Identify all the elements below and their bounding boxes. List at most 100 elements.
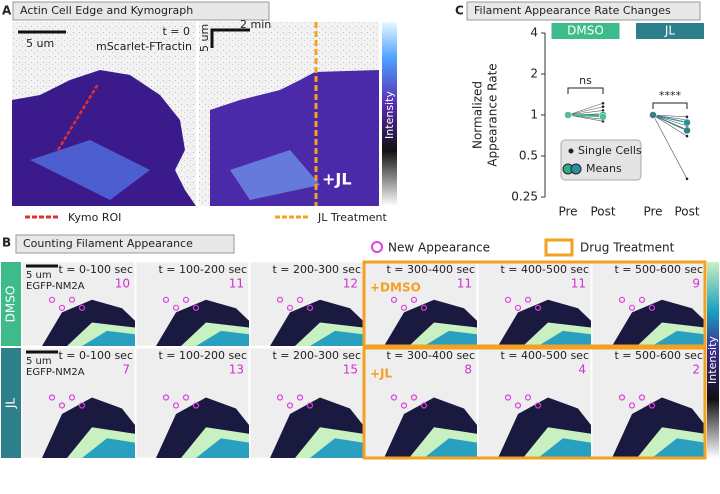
mean-line bbox=[652, 114, 688, 124]
cell-dot bbox=[601, 105, 605, 109]
group-label: DMSO bbox=[567, 24, 604, 38]
appearance-marker bbox=[524, 394, 532, 401]
cell-line bbox=[652, 114, 688, 179]
appearance-marker bbox=[78, 304, 86, 311]
appearance-marker bbox=[504, 296, 512, 303]
appearance-marker bbox=[162, 296, 170, 303]
scale-label: 5 um bbox=[26, 37, 54, 50]
cell-interior bbox=[82, 438, 135, 458]
cell-interior bbox=[424, 438, 477, 458]
cell-dot bbox=[685, 177, 689, 181]
cell-interior bbox=[310, 330, 363, 346]
appearance-marker bbox=[410, 296, 418, 303]
cell-line bbox=[567, 114, 604, 122]
appearance-marker bbox=[306, 304, 314, 311]
scale-label: 5 um bbox=[26, 270, 52, 281]
cell-interior bbox=[82, 330, 135, 346]
appearance-marker bbox=[276, 296, 284, 303]
x-tick-label: Pre bbox=[558, 205, 577, 219]
group-label: JL bbox=[664, 24, 676, 38]
cell-interior bbox=[538, 438, 591, 458]
tile-count: 10 bbox=[115, 277, 130, 291]
kymo-detail bbox=[230, 150, 320, 200]
title-box bbox=[15, 234, 235, 254]
appearance-marker bbox=[172, 402, 180, 409]
chart: C Filament Appearance Rate Changes 0.25 0… bbox=[455, 1, 704, 219]
colorbar-label: Intensity bbox=[706, 336, 719, 384]
appearance-marker bbox=[48, 394, 56, 401]
appearance-marker bbox=[524, 296, 532, 303]
sig-bracket bbox=[567, 87, 604, 94]
panel-letter: A bbox=[2, 4, 12, 18]
colorbar bbox=[707, 262, 719, 458]
legend-swatch bbox=[544, 238, 574, 257]
y-tick-label: 1 bbox=[530, 108, 538, 122]
tile-time: t = 0-100 sec bbox=[58, 349, 133, 362]
cell-interior bbox=[424, 330, 477, 346]
treatment-label: +JL bbox=[322, 170, 352, 189]
mean-line bbox=[652, 114, 688, 132]
tile-time: t = 0-100 sec bbox=[58, 263, 133, 276]
appearance-marker bbox=[192, 304, 200, 311]
cell-dot bbox=[601, 101, 605, 105]
appearance-marker bbox=[628, 304, 636, 311]
kymo-roi bbox=[56, 83, 100, 151]
appearance-marker bbox=[420, 402, 428, 409]
legend-swatch bbox=[371, 241, 383, 253]
colorbar bbox=[382, 22, 397, 206]
appearance-marker bbox=[390, 296, 398, 303]
treatment-label: +DMSO bbox=[370, 281, 421, 295]
cell-line bbox=[652, 114, 688, 137]
appearance-marker bbox=[400, 304, 408, 311]
tile-count: 2 bbox=[692, 363, 700, 377]
tile-count: 11 bbox=[457, 277, 472, 291]
tile-count: 15 bbox=[343, 363, 358, 377]
appearance-marker bbox=[420, 304, 428, 311]
appearance-marker bbox=[648, 304, 656, 311]
sig-label: ns bbox=[579, 74, 592, 87]
legend-label: JL Treatment bbox=[317, 211, 388, 224]
mean-dot bbox=[683, 126, 691, 135]
appearance-marker bbox=[78, 402, 86, 409]
tile-time: t = 400-500 sec bbox=[500, 349, 589, 362]
mean-line bbox=[567, 114, 604, 118]
tile-time: t = 200-300 sec bbox=[272, 349, 361, 362]
legend-swatch bbox=[570, 163, 582, 175]
appearance-marker bbox=[618, 394, 626, 401]
appearance-marker bbox=[504, 394, 512, 401]
appearance-marker bbox=[410, 394, 418, 401]
title-box bbox=[466, 1, 701, 21]
appearance-marker bbox=[638, 296, 646, 303]
legend-label: Means bbox=[586, 162, 622, 175]
tile-time: t = 300-400 sec bbox=[386, 349, 475, 362]
cell-interior bbox=[196, 330, 249, 346]
cell-interior bbox=[538, 330, 591, 346]
appearance-marker bbox=[390, 394, 398, 401]
appearance-marker bbox=[48, 296, 56, 303]
appearance-marker bbox=[68, 296, 76, 303]
treatment-label: +JL bbox=[370, 367, 393, 381]
appearance-marker bbox=[400, 402, 408, 409]
appearance-marker bbox=[514, 402, 522, 409]
x-tick-label: Post bbox=[674, 205, 699, 219]
y-tick-label: 4 bbox=[530, 26, 538, 40]
row-label: JL bbox=[4, 398, 18, 410]
legend-swatch bbox=[568, 148, 574, 154]
drug-treatment-box bbox=[362, 260, 707, 348]
marker-label: EGFP-NM2A bbox=[26, 367, 85, 378]
appearance-marker bbox=[192, 402, 200, 409]
appearance-marker bbox=[296, 394, 304, 401]
y-axis-label: Appearance Rate bbox=[486, 63, 500, 166]
x-tick-label: Post bbox=[590, 205, 615, 219]
appearance-marker bbox=[182, 296, 190, 303]
tile-time: t = 100-200 sec bbox=[158, 349, 247, 362]
appearance-marker bbox=[628, 402, 636, 409]
panel-letter: C bbox=[455, 4, 464, 18]
cell-interior bbox=[310, 438, 363, 458]
appearance-marker bbox=[172, 304, 180, 311]
tile-time: t = 200-300 sec bbox=[272, 263, 361, 276]
appearance-marker bbox=[514, 304, 522, 311]
row-label-box bbox=[1, 348, 21, 458]
y-tick-label: 0.5 bbox=[519, 149, 538, 163]
tile-count: 11 bbox=[571, 277, 586, 291]
